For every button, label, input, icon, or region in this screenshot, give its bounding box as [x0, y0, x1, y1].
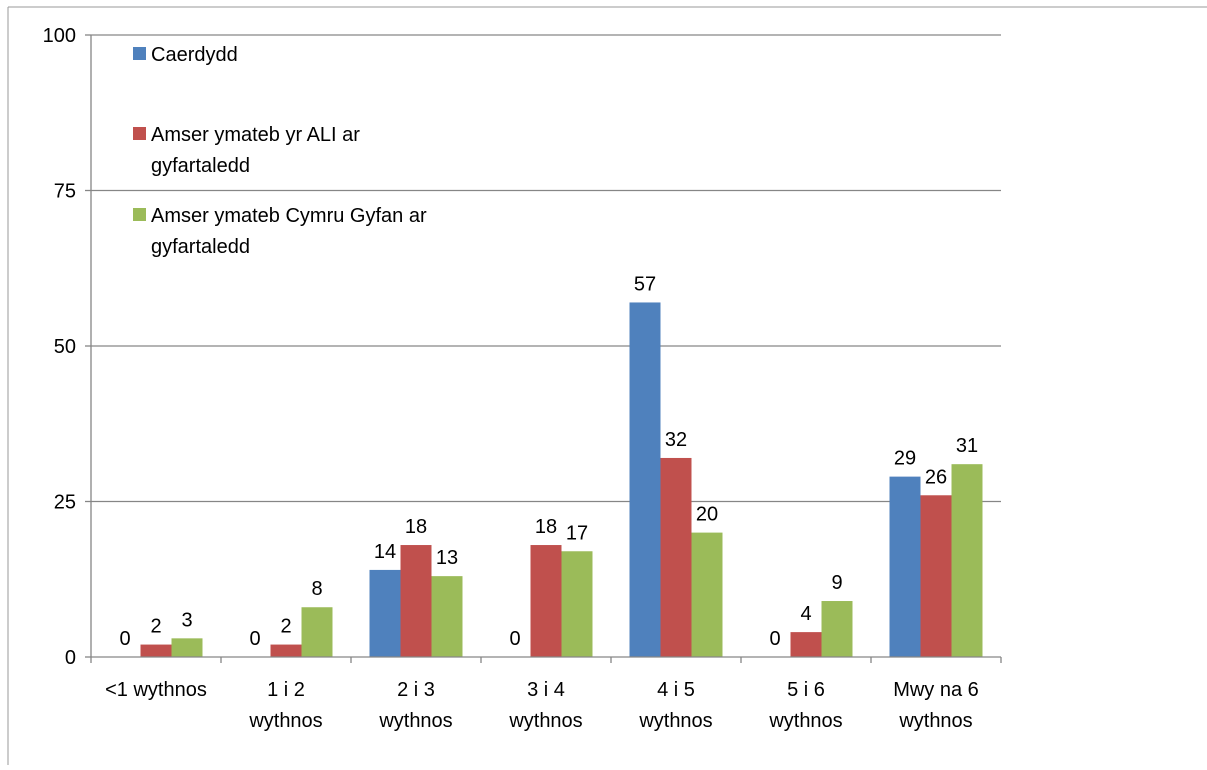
- data-label: 31: [956, 435, 978, 457]
- bar: [140, 644, 172, 657]
- data-label: 20: [696, 504, 718, 526]
- data-label: 2: [280, 616, 291, 638]
- legend: Caerdydd Amser ymateb yr ALI ar gyfartaled…: [133, 44, 427, 258]
- bar: [171, 638, 203, 657]
- data-label: 0: [769, 628, 780, 650]
- x-tick-label-line: wythnos: [768, 710, 842, 732]
- bar: [691, 532, 723, 657]
- data-label: 26: [925, 466, 947, 488]
- data-label: 18: [405, 516, 427, 538]
- x-tick-label-line: wythnos: [508, 710, 582, 732]
- data-label: 3: [181, 609, 192, 631]
- y-tick-label: 25: [54, 492, 76, 514]
- x-tick-label: 3 i 4 wythnos: [508, 679, 582, 732]
- data-label: 17: [566, 522, 588, 544]
- legend-label-line: Caerdydd: [151, 44, 238, 66]
- x-tick-label-line: wythnos: [378, 710, 452, 732]
- x-tick-label-line: 4 i 5: [657, 679, 695, 701]
- data-label: 8: [311, 578, 322, 600]
- x-tick-label-line: Mwy na 6: [893, 679, 979, 701]
- x-tick-label-line: 1 i 2: [267, 679, 305, 701]
- x-tick-label: 2 i 3 wythnos: [378, 679, 452, 732]
- bars: [140, 302, 983, 657]
- bar: [951, 464, 983, 657]
- bar: [270, 644, 302, 657]
- data-label: 2: [150, 616, 161, 638]
- x-tick-label: Mwy na 6 wythnos: [893, 679, 979, 732]
- legend-label-line: gyfartaledd: [151, 155, 250, 177]
- y-tick-label: 75: [54, 181, 76, 203]
- bar: [530, 545, 562, 657]
- y-tick-label: 50: [54, 336, 76, 358]
- x-tick-label-line: <1 wythnos: [105, 679, 207, 701]
- bar: [431, 576, 463, 657]
- x-tick-label: 5 i 6 wythnos: [768, 679, 842, 732]
- data-label: 32: [665, 429, 687, 451]
- x-tick-label-line: 5 i 6: [787, 679, 825, 701]
- legend-label-line: Amser ymateb Cymru Gyfan ar: [151, 205, 427, 227]
- y-tick-label: 0: [65, 647, 76, 669]
- legend-label: Caerdydd: [151, 44, 238, 66]
- x-tick-label-line: wythnos: [248, 710, 322, 732]
- legend-label: Amser ymateb Cymru Gyfan ar gyfartaledd: [151, 205, 427, 258]
- bar: [369, 569, 401, 657]
- bar: [790, 632, 822, 657]
- y-tick-label: 100: [43, 25, 76, 47]
- data-label: 4: [800, 603, 811, 625]
- legend-label: Amser ymateb yr ALI ar gyfartaledd: [151, 124, 360, 177]
- x-tick-label-line: 3 i 4: [527, 679, 565, 701]
- x-tick-label: <1 wythnos: [105, 679, 207, 701]
- data-label: 13: [436, 547, 458, 569]
- data-label: 29: [894, 448, 916, 470]
- legend-swatch: [133, 127, 146, 140]
- gridlines: [91, 34, 1001, 503]
- data-label: 0: [249, 628, 260, 650]
- bar: [301, 607, 333, 657]
- legend-swatch: [133, 47, 146, 60]
- x-tick-label-line: wythnos: [638, 710, 712, 732]
- bar: [561, 551, 593, 657]
- data-label: 18: [535, 516, 557, 538]
- bar: [660, 457, 692, 657]
- data-label: 9: [831, 572, 842, 594]
- bar: [889, 476, 921, 657]
- x-tick-label-line: wythnos: [898, 710, 972, 732]
- x-tick-label: 4 i 5 wythnos: [638, 679, 712, 732]
- bar: [920, 495, 952, 657]
- legend-label-line: Amser ymateb yr ALI ar: [151, 124, 360, 146]
- data-label: 57: [634, 273, 656, 295]
- data-label: 0: [509, 628, 520, 650]
- data-label: 0: [119, 628, 130, 650]
- bar: [821, 601, 853, 657]
- bar: [629, 302, 661, 657]
- legend-label-line: gyfartaledd: [151, 236, 250, 258]
- x-tick-label-line: 2 i 3: [397, 679, 435, 701]
- legend-swatch: [133, 208, 146, 221]
- data-label: 14: [374, 541, 396, 563]
- axes: 0 25 50 75 100 <1 wythnos 1 i 2 wythnos 2 i 3 wyt…: [43, 25, 1002, 732]
- data-labels: 0 0 14 0 57 0 29 2 2 18 18 32 4 26 3 8 13 17 20 9 31: [119, 273, 978, 650]
- bar: [400, 545, 432, 657]
- x-tick-label: 1 i 2 wythnos: [248, 679, 322, 732]
